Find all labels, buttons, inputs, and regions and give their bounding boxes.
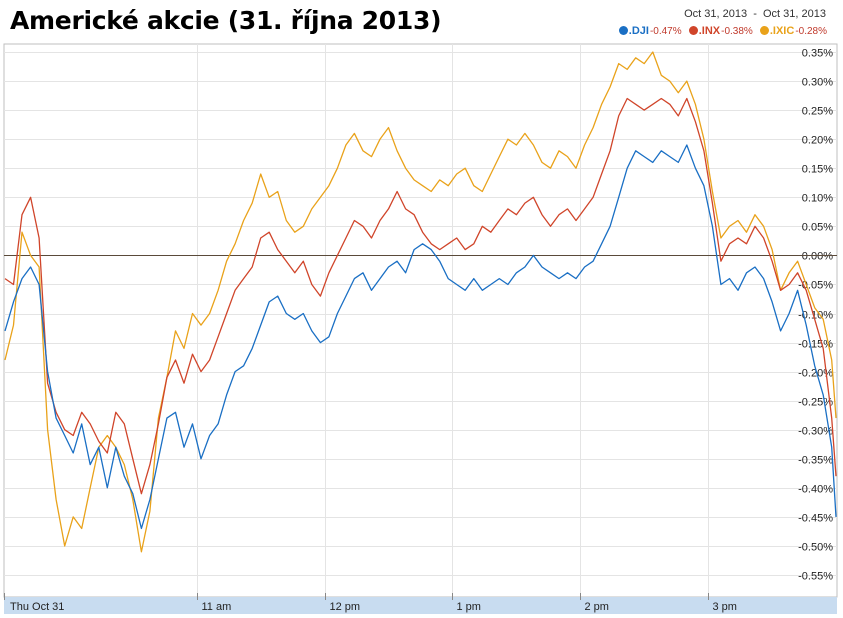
legend-dot-ixic: [759, 26, 769, 35]
y-tick-label: -0.45%: [798, 513, 833, 525]
plot-frame: [3, 43, 838, 598]
y-tick-label: 0.10%: [802, 193, 833, 205]
series-line-ixic: [4, 51, 837, 553]
legend-change-ixic: -0.28%: [795, 26, 827, 37]
series-line-dji: [4, 144, 837, 530]
legend-item-inx[interactable]: .INX-0.38%: [688, 25, 753, 37]
legend-change-inx: -0.38%: [721, 26, 753, 37]
x-axis-band: [4, 597, 837, 614]
x-tick-label: 12 pm: [330, 601, 361, 613]
y-tick-label: -0.25%: [798, 397, 833, 409]
y-tick-label: -0.35%: [798, 455, 833, 467]
y-tick-label: 0.15%: [802, 164, 833, 176]
y-tick-label: 0.05%: [802, 222, 833, 234]
legend-dot-inx: [688, 26, 698, 35]
y-tick-label: 0.00%: [802, 251, 833, 263]
legend-symbol-dji: .DJI: [628, 25, 649, 37]
y-tick-label: -0.30%: [798, 426, 833, 438]
legend-item-dji[interactable]: .DJI-0.47%: [618, 25, 682, 37]
y-tick-label: -0.10%: [798, 310, 833, 322]
y-tick-label: -0.50%: [798, 542, 833, 554]
x-tick-label: 2 pm: [585, 601, 609, 613]
legend-change-dji: -0.47%: [649, 26, 682, 37]
y-tick-label: 0.35%: [802, 48, 833, 60]
range-separator: -: [753, 8, 757, 20]
y-tick-label: 0.30%: [802, 77, 833, 89]
y-tick-label: -0.55%: [798, 571, 833, 583]
x-tick-label: Thu Oct 31: [10, 601, 64, 613]
x-tick-label: 1 pm: [457, 601, 481, 613]
date-range: Oct 31, 2013 - Oct 31, 2013: [684, 8, 826, 20]
legend-dot-dji: [618, 26, 628, 35]
y-tick-label: -0.15%: [798, 339, 833, 351]
legend-item-ixic[interactable]: .IXIC-0.28%: [759, 25, 827, 37]
series-line-inx: [4, 97, 837, 495]
y-tick-label: 0.25%: [802, 106, 833, 118]
y-tick-label: -0.40%: [798, 484, 833, 496]
range-start: Oct 31, 2013: [684, 8, 748, 20]
y-tick-label: -0.05%: [798, 280, 833, 292]
range-end: Oct 31, 2013: [763, 8, 826, 20]
legend-symbol-ixic: .IXIC: [769, 25, 795, 37]
y-tick-label: 0.20%: [802, 135, 833, 147]
legend: .DJI-0.47% .INX-0.38% .IXIC-0.28%: [615, 25, 827, 37]
legend-symbol-inx: .INX: [698, 25, 721, 37]
x-tick-label: 11 am: [202, 601, 232, 613]
chart-title: Americké akcie (31. října 2013): [10, 6, 442, 35]
y-tick-label: -0.20%: [798, 368, 833, 380]
x-tick-label: 3 pm: [713, 601, 737, 613]
